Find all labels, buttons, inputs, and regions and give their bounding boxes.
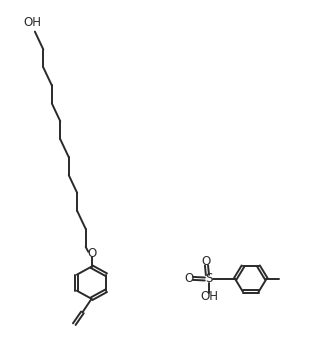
Text: S: S bbox=[205, 272, 213, 286]
Text: O: O bbox=[184, 272, 194, 285]
Text: OH: OH bbox=[200, 290, 218, 303]
Text: O: O bbox=[87, 247, 96, 260]
Text: OH: OH bbox=[23, 16, 41, 29]
Text: O: O bbox=[202, 255, 211, 268]
